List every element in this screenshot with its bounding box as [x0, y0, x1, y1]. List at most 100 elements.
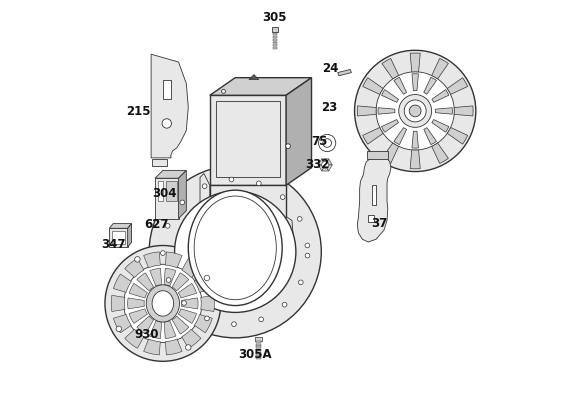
Polygon shape — [378, 108, 395, 114]
Text: 24: 24 — [322, 62, 339, 75]
Circle shape — [105, 245, 221, 361]
Polygon shape — [412, 74, 418, 91]
Circle shape — [222, 89, 226, 93]
Polygon shape — [325, 159, 332, 165]
Polygon shape — [357, 106, 376, 116]
Polygon shape — [200, 173, 210, 228]
Circle shape — [175, 191, 296, 312]
Circle shape — [182, 301, 186, 305]
Polygon shape — [273, 45, 277, 46]
Circle shape — [165, 223, 170, 228]
Ellipse shape — [146, 285, 179, 322]
Polygon shape — [432, 119, 449, 132]
Text: 215: 215 — [126, 105, 151, 118]
Ellipse shape — [194, 196, 276, 300]
Polygon shape — [368, 215, 374, 223]
Polygon shape — [447, 78, 467, 95]
Circle shape — [180, 200, 184, 205]
Polygon shape — [256, 351, 262, 353]
Polygon shape — [256, 344, 262, 346]
Circle shape — [409, 105, 421, 117]
Polygon shape — [432, 89, 449, 102]
Polygon shape — [150, 321, 162, 338]
Polygon shape — [178, 309, 197, 323]
Polygon shape — [338, 69, 351, 76]
Circle shape — [282, 302, 287, 307]
Polygon shape — [166, 180, 176, 201]
Polygon shape — [256, 349, 262, 351]
Polygon shape — [412, 131, 418, 148]
Circle shape — [149, 166, 321, 338]
Ellipse shape — [152, 291, 173, 316]
Circle shape — [116, 326, 122, 332]
Polygon shape — [155, 178, 179, 219]
Circle shape — [323, 139, 331, 147]
Text: 332: 332 — [306, 158, 330, 171]
Polygon shape — [129, 283, 147, 298]
Polygon shape — [322, 165, 329, 171]
Polygon shape — [178, 283, 197, 298]
Polygon shape — [432, 143, 448, 164]
Polygon shape — [447, 128, 467, 144]
Polygon shape — [201, 296, 215, 312]
Circle shape — [298, 217, 302, 221]
Polygon shape — [179, 170, 186, 219]
Polygon shape — [454, 106, 473, 116]
Polygon shape — [249, 74, 259, 80]
Polygon shape — [182, 298, 198, 309]
Circle shape — [259, 317, 263, 322]
Polygon shape — [210, 185, 286, 217]
Polygon shape — [382, 89, 398, 102]
Polygon shape — [372, 185, 376, 205]
Polygon shape — [144, 339, 160, 355]
Polygon shape — [382, 119, 398, 132]
Polygon shape — [256, 346, 262, 348]
Circle shape — [305, 243, 310, 248]
Polygon shape — [165, 339, 182, 355]
Polygon shape — [318, 159, 325, 165]
Polygon shape — [256, 357, 262, 359]
Circle shape — [229, 177, 234, 182]
Polygon shape — [424, 128, 437, 145]
Polygon shape — [382, 58, 398, 79]
Polygon shape — [357, 155, 391, 242]
Polygon shape — [318, 165, 325, 171]
Polygon shape — [172, 273, 189, 291]
Ellipse shape — [188, 190, 282, 306]
Polygon shape — [256, 354, 262, 356]
Polygon shape — [155, 170, 186, 178]
Circle shape — [286, 144, 291, 149]
Polygon shape — [144, 252, 160, 268]
Circle shape — [161, 251, 165, 255]
Polygon shape — [273, 33, 277, 35]
Polygon shape — [273, 27, 278, 32]
Polygon shape — [109, 228, 128, 247]
Circle shape — [166, 278, 171, 282]
Circle shape — [205, 316, 209, 321]
Polygon shape — [216, 101, 280, 177]
Polygon shape — [164, 268, 176, 286]
Polygon shape — [129, 309, 147, 323]
Polygon shape — [128, 298, 144, 309]
Circle shape — [202, 184, 207, 188]
Polygon shape — [255, 337, 262, 341]
Circle shape — [231, 322, 236, 327]
Polygon shape — [424, 77, 437, 94]
Polygon shape — [362, 78, 383, 95]
Polygon shape — [368, 151, 388, 159]
Circle shape — [318, 134, 336, 152]
Polygon shape — [125, 329, 144, 348]
Polygon shape — [125, 258, 144, 277]
Polygon shape — [256, 341, 262, 343]
Polygon shape — [194, 314, 212, 333]
Polygon shape — [410, 53, 420, 72]
Polygon shape — [137, 316, 154, 334]
Text: 75: 75 — [311, 135, 328, 148]
Circle shape — [204, 275, 209, 281]
Polygon shape — [150, 268, 162, 286]
Polygon shape — [394, 77, 407, 94]
Circle shape — [280, 195, 285, 199]
Polygon shape — [113, 231, 125, 244]
Polygon shape — [182, 329, 201, 348]
Polygon shape — [394, 128, 407, 145]
